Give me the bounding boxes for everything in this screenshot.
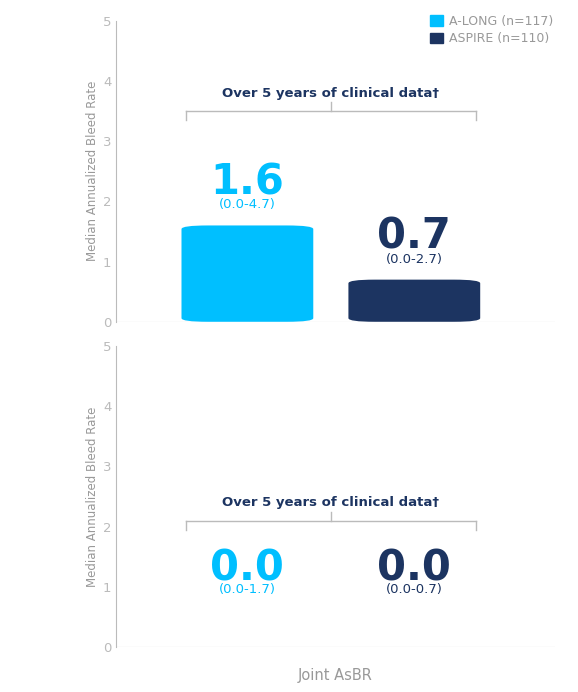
Text: (0.0-0.7): (0.0-0.7) bbox=[386, 583, 443, 597]
Text: 0.0: 0.0 bbox=[210, 548, 284, 590]
FancyBboxPatch shape bbox=[181, 226, 313, 322]
Text: 0.0: 0.0 bbox=[377, 548, 451, 590]
Text: Over 5 years of clinical data†: Over 5 years of clinical data† bbox=[223, 496, 439, 509]
Y-axis label: Median Annualized Bleed Rate: Median Annualized Bleed Rate bbox=[86, 406, 99, 587]
Text: Joint AsBR: Joint AsBR bbox=[298, 668, 373, 683]
Text: 1.6: 1.6 bbox=[210, 161, 284, 203]
Y-axis label: Median Annualized Bleed Rate: Median Annualized Bleed Rate bbox=[86, 81, 99, 262]
Text: Overall ABR: Overall ABR bbox=[292, 352, 379, 367]
Text: 0.7: 0.7 bbox=[377, 215, 451, 257]
Legend: A-LONG (n=117), ASPIRE (n=110): A-LONG (n=117), ASPIRE (n=110) bbox=[430, 15, 553, 46]
Text: (0.0-2.7): (0.0-2.7) bbox=[386, 253, 443, 266]
Text: (0.0-4.7): (0.0-4.7) bbox=[219, 199, 276, 212]
Text: (0.0-1.7): (0.0-1.7) bbox=[219, 583, 276, 597]
Text: Over 5 years of clinical data†: Over 5 years of clinical data† bbox=[223, 86, 439, 100]
FancyBboxPatch shape bbox=[349, 280, 480, 322]
